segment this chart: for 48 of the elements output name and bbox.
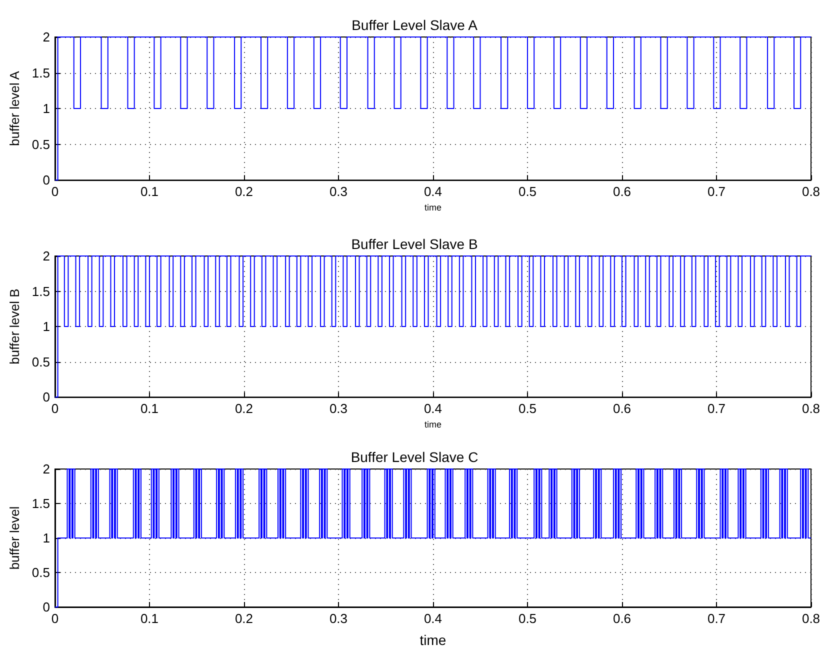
y-tick-label: 1: [42, 530, 50, 546]
y-axis-title: buffer level A: [7, 70, 22, 146]
x-tick-label: 0.2: [234, 184, 254, 200]
y-tick-label: 0: [42, 390, 50, 405]
x-axis-title: time: [424, 202, 442, 212]
x-tick-label: 0.4: [424, 401, 442, 416]
x-tick-label: 0.1: [140, 611, 159, 626]
y-tick-label: 0: [42, 600, 50, 614]
y-tick-label: 1.5: [32, 284, 50, 299]
x-tick-label: 0.7: [707, 611, 726, 626]
y-axis-title: buffer level B: [7, 288, 22, 364]
y-tick-label: 2: [42, 462, 50, 476]
x-tick-label: 0.5: [518, 611, 537, 626]
x-tick-label: 0.7: [707, 184, 726, 200]
x-tick-label: 0.3: [329, 184, 348, 200]
x-tick-label: 0.2: [234, 401, 254, 416]
x-tick-label: 0.3: [329, 611, 348, 626]
y-tick-label: 2: [42, 30, 50, 44]
x-tick-label: 0.4: [424, 611, 442, 626]
y-tick-label: 0.5: [32, 565, 50, 580]
y-tick-label: 1.5: [32, 65, 50, 80]
x-tick-label: 0.1: [140, 184, 159, 200]
y-tick-label: 1: [42, 101, 50, 116]
x-tick-label: 0.8: [802, 401, 820, 416]
y-tick-label: 1: [42, 319, 50, 334]
x-axis-title: time: [420, 632, 446, 648]
x-axis-title: time: [424, 420, 442, 430]
y-tick-label: 1.5: [32, 496, 50, 511]
x-tick-label: 0.5: [518, 401, 537, 416]
x-tick-label: 0.5: [518, 184, 537, 200]
x-tick-label: 0.4: [424, 184, 442, 200]
x-tick-label: 0.6: [612, 611, 632, 626]
y-tick-label: 0: [42, 172, 50, 188]
chart-title: Buffer Level Slave A: [352, 17, 478, 33]
y-axis-title: buffer level: [7, 506, 22, 570]
x-tick-label: 0.7: [707, 401, 726, 416]
y-tick-label: 2: [42, 248, 50, 264]
x-tick-label: 0.8: [802, 611, 820, 626]
x-tick-label: 0.1: [140, 401, 159, 416]
x-tick-label: 0.8: [802, 184, 820, 200]
x-tick-label: 0.6: [612, 184, 632, 200]
x-tick-label: 0.2: [234, 611, 254, 626]
x-tick-label: 0.6: [612, 401, 632, 416]
chart-title: Buffer Level Slave C: [350, 449, 478, 465]
y-tick-label: 0.5: [32, 136, 50, 152]
x-tick-label: 0.3: [329, 401, 348, 416]
chart-title: Buffer Level Slave B: [351, 236, 478, 252]
y-tick-label: 0.5: [32, 354, 50, 370]
